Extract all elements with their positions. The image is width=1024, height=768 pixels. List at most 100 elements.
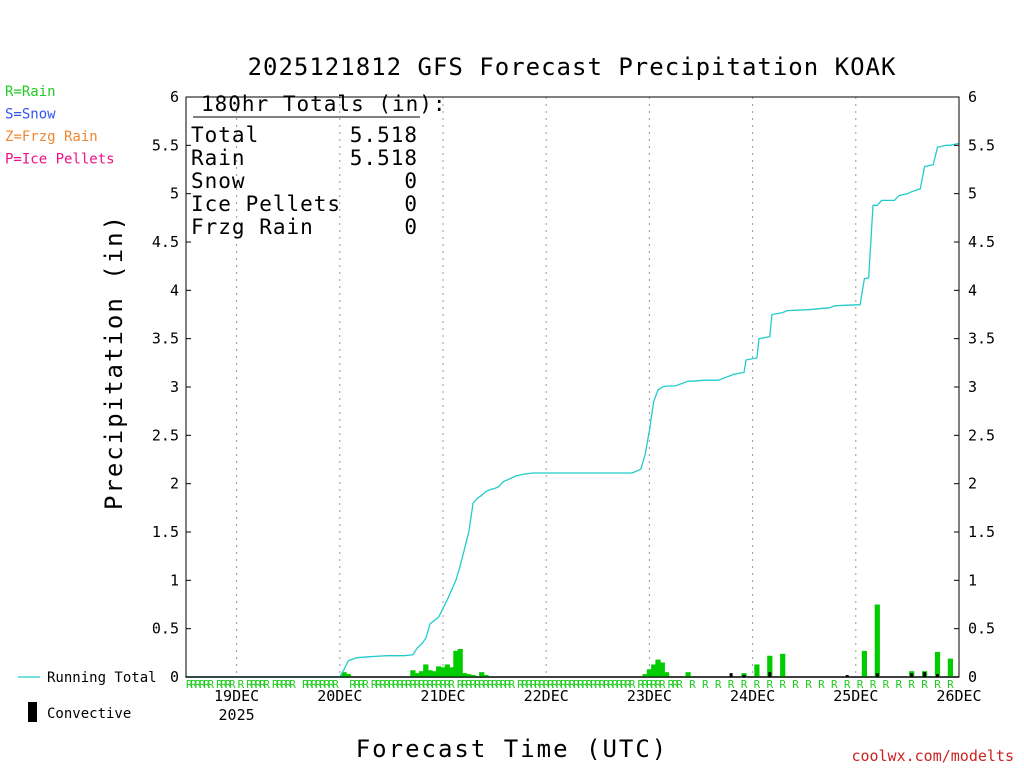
- ptype-marker: R: [818, 678, 825, 691]
- ptype-marker: R: [281, 678, 288, 691]
- ptype-marker: R: [620, 678, 627, 691]
- y-tick-label-right: 6: [968, 88, 977, 106]
- hourly-precip-bars: [341, 604, 953, 677]
- credit-text: coolwx.com/modelts: [851, 747, 1014, 765]
- ptype-marker: R: [616, 678, 623, 691]
- ptype-marker: R: [539, 678, 546, 691]
- ptype-marker: R: [556, 678, 563, 691]
- precip-bar: [440, 667, 446, 677]
- x-axis-title: Forecast Time (UTC): [356, 735, 669, 763]
- ptype-marker: R: [324, 678, 331, 691]
- y-tick-label: 0.5: [152, 620, 179, 638]
- precip-bar: [483, 675, 489, 677]
- ptype-marker: R: [921, 678, 928, 691]
- ptype-marker: R: [470, 678, 477, 691]
- ptype-marker: R: [448, 678, 455, 691]
- ptype-marker: R: [659, 678, 666, 691]
- convective-bars: [729, 672, 939, 677]
- ptype-marker: R: [500, 678, 507, 691]
- ptype-marker: R: [405, 678, 412, 691]
- y-tick-label-right: 4.5: [968, 233, 995, 251]
- x-axis-ticks: 19DEC 20DEC 21DEC 22DEC 23DEC 24DEC 25DEC 26DEC…: [214, 687, 982, 724]
- ptype-marker: R: [238, 678, 245, 691]
- ptype-marker: R: [371, 678, 378, 691]
- ptype-marker: R: [246, 678, 253, 691]
- ptype-marker: R: [349, 678, 356, 691]
- ptype-marker: R: [594, 678, 601, 691]
- y-tick-label-right: 3: [968, 378, 977, 396]
- ptype-marker: R: [358, 678, 365, 691]
- ptype-marker: R: [276, 678, 283, 691]
- ptype-marker: R: [487, 678, 494, 691]
- ptype-marker: R: [392, 678, 399, 691]
- precip-bar: [453, 650, 459, 677]
- ptype-marker: R: [461, 678, 468, 691]
- y-tick-label: 2: [170, 475, 179, 493]
- ptype-marker: R: [414, 678, 421, 691]
- x-date-label: 24DEC: [730, 687, 775, 705]
- ptype-marker: R: [586, 678, 593, 691]
- ptype-marker: R: [715, 678, 722, 691]
- y-tick-label-right: 0: [968, 668, 977, 686]
- series-legend: Running Total Convective: [18, 670, 157, 722]
- ptype-marker: R: [564, 678, 571, 691]
- y-tick-label: 2.5: [152, 426, 179, 444]
- ptype-marker: R: [689, 678, 696, 691]
- ptype-marker: R: [569, 678, 576, 691]
- ptype-marker: R: [676, 678, 683, 691]
- ptype-marker: R: [560, 678, 567, 691]
- totals-row-value: 5.518: [350, 123, 418, 147]
- precip-bar: [685, 672, 691, 677]
- precip-type-legend: R=Rain S=Snow Z=Frzg Rain P=Ice Pellets: [5, 84, 115, 168]
- ptype-marker: R: [199, 678, 206, 691]
- ptype-marker: R: [668, 678, 675, 691]
- ptype-marker: R: [207, 678, 214, 691]
- ptype-marker: R: [255, 678, 262, 691]
- precip-bar: [470, 675, 476, 677]
- x-date-label: 19DEC: [214, 687, 259, 705]
- ptype-marker: R: [870, 678, 877, 691]
- ptype-marker: R: [410, 678, 417, 691]
- ptype-marker: R: [934, 678, 941, 691]
- ptype-marker: R: [289, 678, 296, 691]
- ptype-marker: R: [526, 678, 533, 691]
- ptype-marker: R: [603, 678, 610, 691]
- ptype-marker: R: [754, 678, 761, 691]
- precip-bar: [449, 667, 455, 677]
- ptype-marker: R: [637, 678, 644, 691]
- convective-bar: [910, 673, 914, 677]
- y-tick-label-right: 5: [968, 185, 977, 203]
- precip-bar: [418, 671, 425, 677]
- ptype-legend-item: S=Snow: [5, 107, 56, 123]
- ptype-marker: R: [362, 678, 369, 691]
- x-year-label: 2025: [219, 706, 255, 724]
- precip-bar: [444, 664, 450, 677]
- precip-bar: [423, 664, 429, 677]
- ptype-marker: R: [465, 678, 472, 691]
- ptype-marker: R: [573, 678, 580, 691]
- ptype-marker: R: [220, 678, 227, 691]
- y-axis-title: Precipitation (in): [100, 214, 128, 510]
- x-date-label: 20DEC: [317, 687, 362, 705]
- ptype-legend-item: R=Rain: [5, 84, 56, 100]
- y-tick-label-right: 2: [968, 475, 977, 493]
- precip-bar: [754, 664, 760, 677]
- ptype-legend-item: Z=Frzg Rain: [5, 129, 98, 145]
- precip-bar: [874, 604, 880, 677]
- ptype-marker: R: [629, 678, 636, 691]
- precip-bar: [341, 672, 347, 677]
- ptype-marker: R: [229, 678, 236, 691]
- ptype-marker: R: [186, 678, 193, 691]
- totals-row-label: Ice Pellets: [191, 192, 341, 216]
- ptype-marker: R: [457, 678, 464, 691]
- ptype-marker: R: [655, 678, 662, 691]
- ptype-marker: R: [259, 678, 266, 691]
- totals-row-value: 0: [404, 169, 418, 193]
- ptype-marker: R: [418, 678, 425, 691]
- ptype-marker: R: [332, 678, 339, 691]
- ptype-marker: R: [590, 678, 597, 691]
- x-date-label: 23DEC: [627, 687, 672, 705]
- running-total-line: [185, 142, 960, 678]
- ptype-marker: R: [650, 678, 657, 691]
